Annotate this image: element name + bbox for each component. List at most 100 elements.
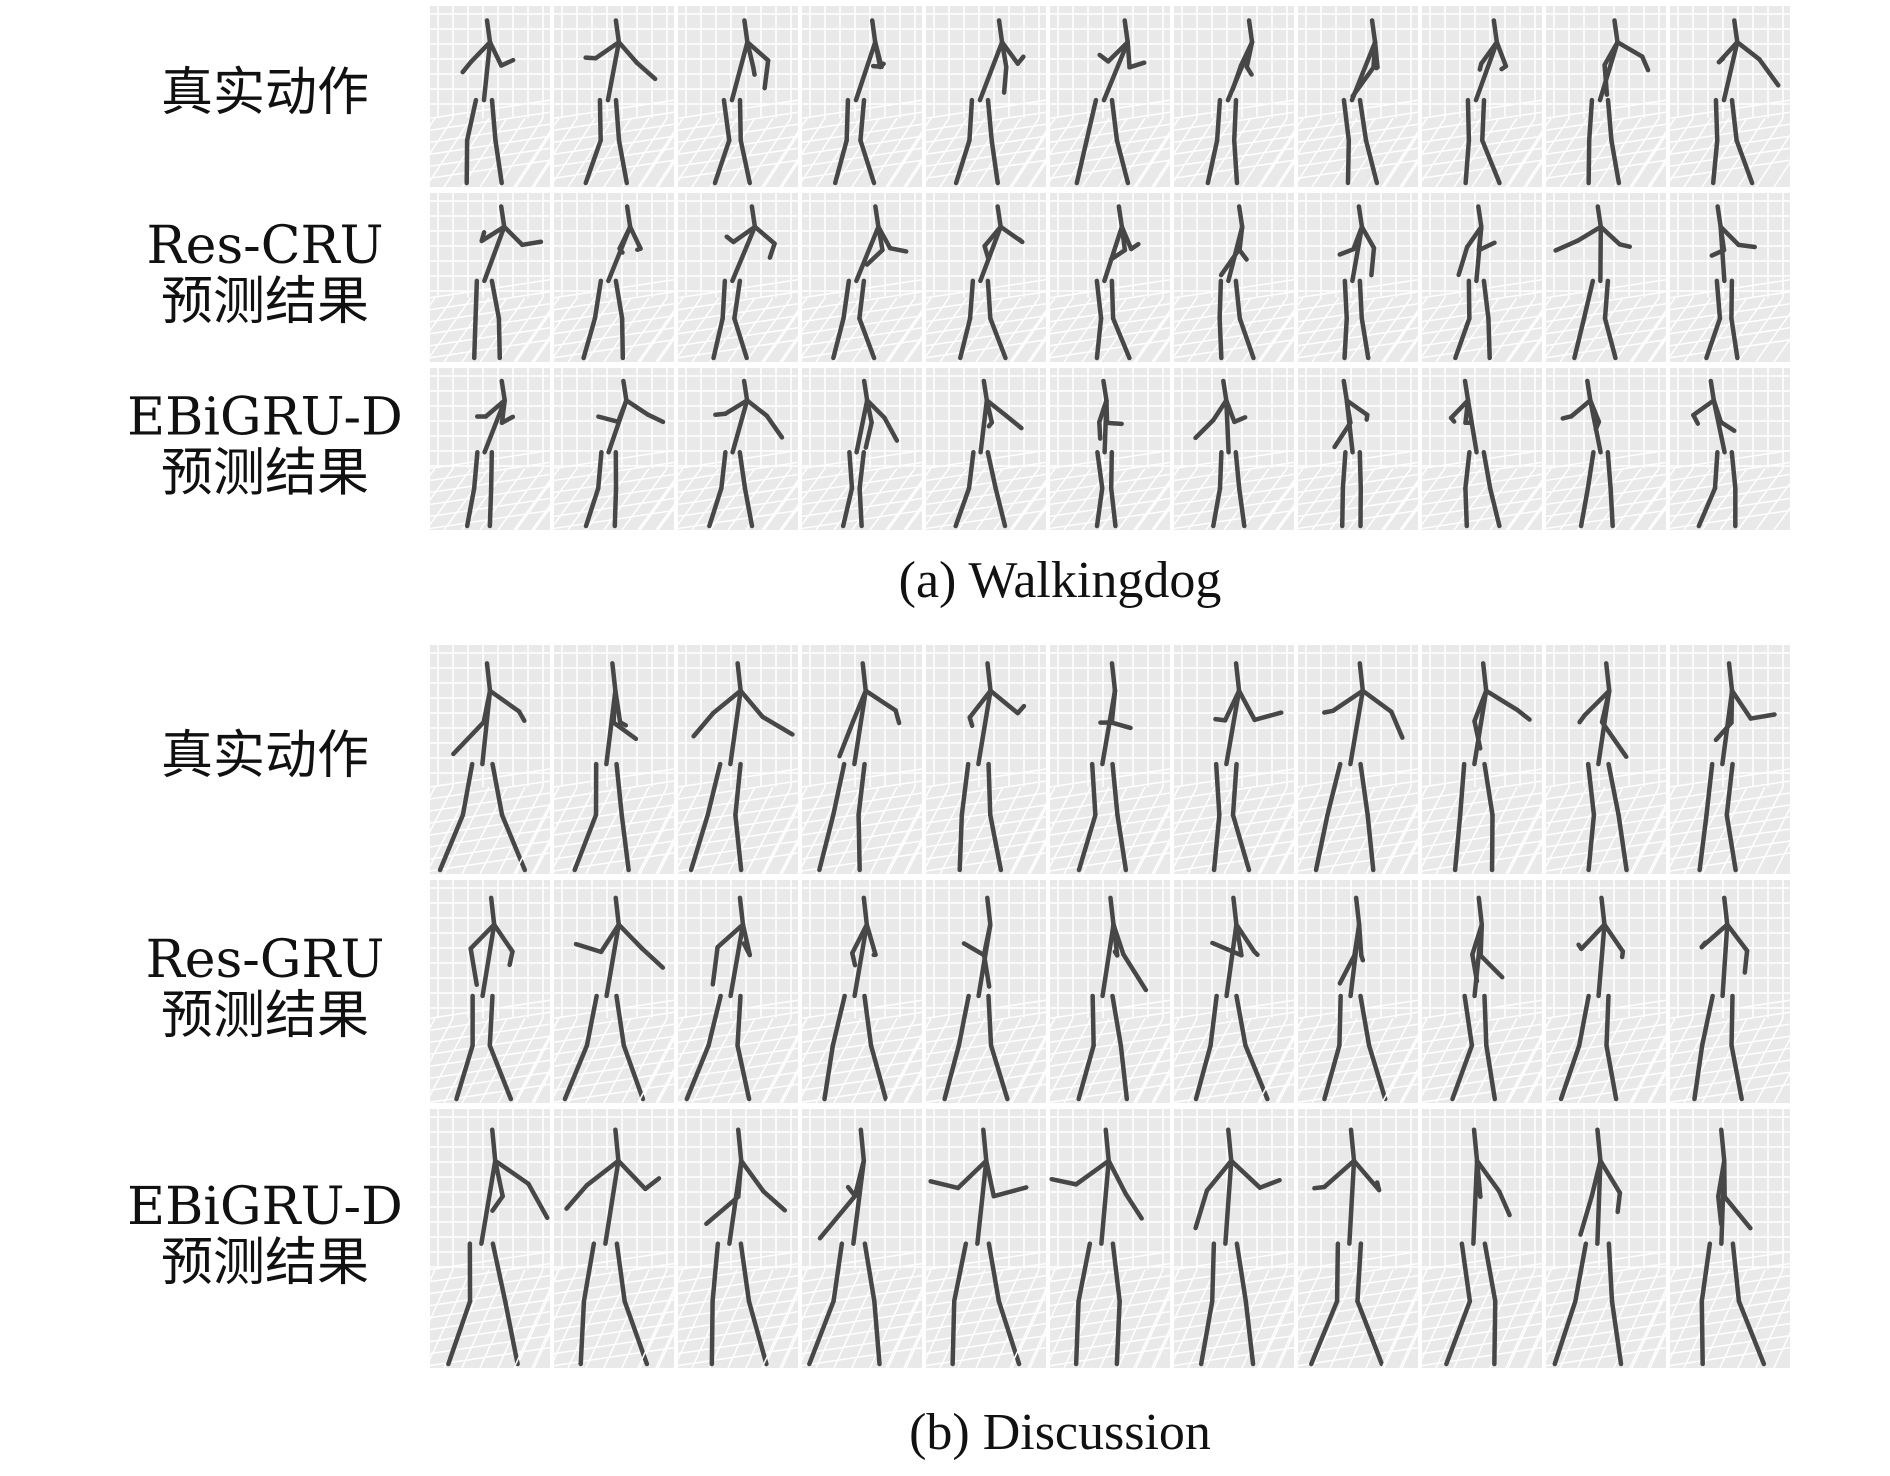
floor-grid bbox=[1297, 828, 1419, 848]
skeleton-bone bbox=[1337, 246, 1356, 257]
floor-grid bbox=[1647, 117, 1694, 188]
floor-grid bbox=[887, 467, 934, 531]
floor-grid bbox=[885, 297, 932, 363]
skeleton-bone bbox=[731, 224, 758, 245]
floor-grid bbox=[1135, 467, 1182, 531]
floor-grid bbox=[1049, 1274, 1171, 1295]
floor-grid bbox=[925, 327, 1047, 347]
skeleton-bone bbox=[468, 39, 493, 65]
skeleton-bone bbox=[1231, 138, 1240, 186]
floor-grid bbox=[407, 1269, 454, 1369]
skeleton-bone bbox=[619, 316, 626, 361]
floor-grid bbox=[925, 1023, 1047, 1044]
frame bbox=[1381, 645, 1572, 875]
skeleton-bone bbox=[597, 97, 603, 143]
floor-grid bbox=[1631, 467, 1678, 531]
skeleton-bone bbox=[1369, 245, 1377, 278]
frame-bg bbox=[1670, 880, 1790, 1103]
floor-grid bbox=[1049, 1011, 1171, 1032]
skeleton-bone bbox=[1742, 948, 1750, 975]
floor-grid bbox=[1737, 467, 1784, 531]
skeleton-bone bbox=[986, 993, 994, 1048]
floor-grid bbox=[1049, 780, 1171, 800]
floor-grid bbox=[869, 1017, 916, 1104]
skeleton-bone bbox=[1094, 278, 1104, 321]
frame-bg bbox=[1670, 368, 1790, 530]
floor-grid bbox=[673, 467, 720, 531]
floor-grid bbox=[1421, 828, 1543, 848]
skeleton-bone bbox=[1478, 953, 1505, 980]
skeleton-bone bbox=[1710, 138, 1720, 186]
floor-grid bbox=[925, 804, 1047, 824]
skeleton-bone bbox=[1243, 1043, 1270, 1102]
skeleton-bone bbox=[1230, 63, 1244, 92]
floor-grid bbox=[1507, 467, 1554, 531]
floor-grid bbox=[1421, 291, 1543, 311]
skeleton-bone bbox=[1213, 761, 1222, 818]
skeleton-bone bbox=[1720, 922, 1730, 999]
skeleton-bone bbox=[1585, 378, 1593, 403]
skeleton-bone bbox=[634, 60, 658, 82]
skeleton-bone bbox=[1337, 953, 1357, 986]
floor-grid bbox=[779, 786, 826, 875]
skeleton-bone bbox=[489, 1127, 498, 1164]
skeleton-bone bbox=[745, 39, 771, 63]
skeleton-bone bbox=[1481, 278, 1491, 321]
floor-grid bbox=[1719, 786, 1766, 875]
floor-grid bbox=[1365, 297, 1412, 363]
floor-grid bbox=[1421, 1274, 1543, 1295]
skeleton-bone bbox=[617, 246, 625, 255]
floor-grid bbox=[1293, 117, 1340, 188]
skeleton-bone bbox=[1608, 485, 1615, 529]
skeleton-bone bbox=[967, 278, 976, 321]
skeleton-bone bbox=[1099, 1158, 1111, 1246]
frame bbox=[1133, 368, 1324, 531]
skeleton-bone bbox=[1606, 761, 1621, 818]
floor-grid bbox=[637, 117, 684, 188]
floor-grid bbox=[815, 1269, 862, 1369]
floor-grid bbox=[1297, 473, 1419, 494]
skeleton-bone bbox=[460, 59, 474, 75]
floor-grid bbox=[763, 1017, 810, 1104]
skeleton-bone bbox=[1252, 949, 1260, 958]
floor-grid bbox=[429, 303, 551, 323]
skeleton-bone bbox=[988, 1043, 1010, 1102]
floor-grid bbox=[677, 1286, 799, 1307]
skeleton-bone bbox=[621, 1043, 646, 1102]
skeleton-bone bbox=[1735, 39, 1762, 62]
skeleton-bone bbox=[1210, 940, 1244, 958]
skeleton-bone bbox=[621, 378, 629, 403]
floor-grid bbox=[1133, 1269, 1180, 1369]
floor-grid bbox=[1669, 147, 1791, 167]
floor-grid bbox=[1381, 1269, 1428, 1369]
skeleton-bone bbox=[1486, 316, 1492, 361]
floor-grid bbox=[1173, 327, 1295, 347]
skeleton-bone bbox=[1110, 316, 1132, 361]
floor-grid bbox=[1151, 786, 1198, 875]
floor-grid bbox=[691, 297, 738, 363]
floor-grid bbox=[1311, 467, 1358, 531]
skeleton-bone bbox=[581, 1241, 597, 1304]
floor-grid bbox=[553, 1250, 675, 1271]
skeleton-bone bbox=[483, 398, 507, 419]
floor-grid bbox=[1737, 786, 1784, 875]
floor-grid bbox=[957, 1017, 1004, 1104]
skeleton-bone bbox=[1606, 1241, 1615, 1304]
skeleton-bone bbox=[844, 97, 851, 143]
skeleton-bone bbox=[1119, 224, 1128, 253]
skeleton-bone bbox=[1214, 97, 1223, 143]
floor-grid bbox=[1507, 1269, 1554, 1369]
skeleton-bone bbox=[1109, 97, 1120, 143]
floor-grid bbox=[1173, 315, 1295, 335]
skeleton-bone bbox=[959, 761, 971, 818]
floor-grid bbox=[779, 1269, 826, 1369]
floor-grid bbox=[921, 786, 968, 875]
skeleton-bone bbox=[487, 485, 494, 529]
floor-grid bbox=[1049, 123, 1171, 143]
floor-grid bbox=[925, 1346, 1047, 1367]
floor-grid bbox=[921, 297, 968, 363]
floor-grid bbox=[1421, 1011, 1543, 1032]
skeleton-bone bbox=[616, 138, 630, 186]
floor-grid bbox=[1049, 828, 1171, 848]
skeleton-bone bbox=[460, 761, 475, 818]
